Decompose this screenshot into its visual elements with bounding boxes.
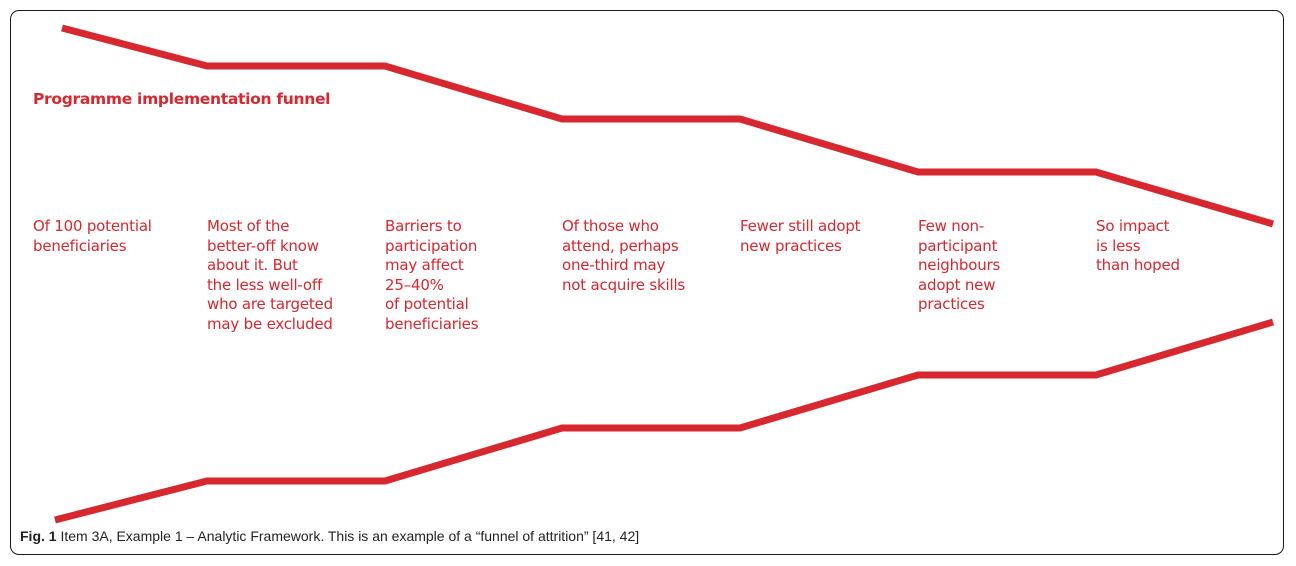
funnel-bottom-line	[54, 318, 1275, 524]
figure-frame	[10, 10, 1284, 555]
diagram-title: Programme implementation funnel	[33, 90, 331, 108]
stage-5-text: Fewer still adopt new practices	[740, 217, 861, 255]
stage-6-text: Few non- participant neighbours adopt ne…	[918, 217, 1001, 313]
figure-label: Fig. 1	[20, 528, 57, 544]
stage-4-text: Of those who attend, perhaps one-third m…	[562, 217, 686, 294]
stage-3-text: Barriers to participation may affect 25–…	[385, 217, 479, 333]
stage-2-text: Most of the better-off know about it. Bu…	[207, 217, 333, 333]
funnel-top-line	[61, 24, 1274, 228]
figure-caption-text: Item 3A, Example 1 – Analytic Framework.…	[56, 528, 640, 544]
figure-caption: Fig. 1 Item 3A, Example 1 – Analytic Fra…	[20, 528, 639, 544]
stage-7-text: So impact is less than hoped	[1096, 217, 1180, 274]
stage-1-text: Of 100 potential beneficiaries	[33, 217, 152, 255]
